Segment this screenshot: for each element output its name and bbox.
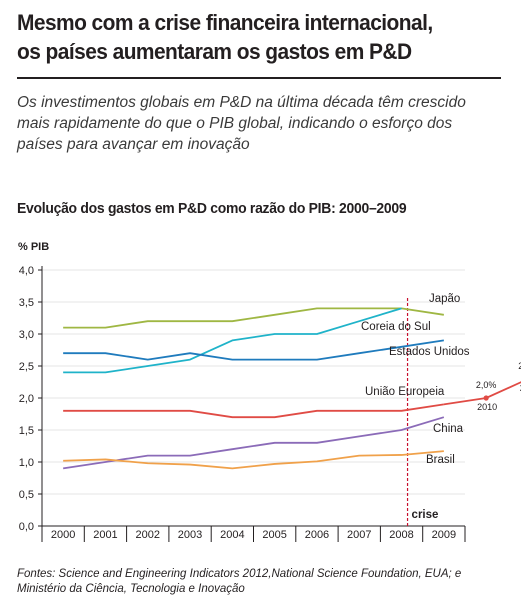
source-prefix: Fontes: — [17, 568, 56, 580]
y-tick-label: 2,0 — [19, 393, 34, 405]
series-line-japao — [63, 307, 444, 329]
y-tick-label: 0,0 — [19, 521, 34, 533]
y-tick-label: 1,0 — [19, 457, 34, 469]
headline-rule — [17, 77, 501, 79]
crisis-marker-label: crise — [412, 509, 439, 521]
series-line-eua — [63, 339, 444, 361]
series-line-coreia — [63, 307, 402, 374]
ue-extension-year-label: 2010 — [477, 402, 497, 412]
y-tick-label: 4,0 — [19, 265, 34, 277]
x-tick-label: 2003 — [178, 529, 202, 541]
x-tick-label: 2004 — [220, 529, 244, 541]
ue-extension-year-label: 2011 — [520, 383, 521, 393]
series-label-coreia: Coreia do Sul — [361, 321, 431, 333]
x-tick-label: 2000 — [51, 529, 75, 541]
x-tick-label: 2006 — [305, 529, 329, 541]
x-tick-label: 2001 — [93, 529, 117, 541]
headline-line-1: Mesmo com a crise financeira internacion… — [17, 10, 433, 35]
ue-extension-value-label: 2,0% — [476, 380, 497, 390]
y-tick-label: 3,5 — [19, 297, 34, 309]
x-tick-label: 2008 — [389, 529, 413, 541]
x-tick-label: 2002 — [136, 529, 160, 541]
series-label-brasil: Brasil — [426, 454, 455, 466]
headline: Mesmo com a crise financeira internacion… — [17, 8, 473, 66]
y-tick-label: 0,5 — [19, 489, 34, 501]
series-line-ue — [63, 403, 444, 419]
series-label-china: China — [433, 423, 464, 435]
series-label-japao: Japão — [429, 293, 460, 305]
x-tick-label: 2007 — [347, 529, 371, 541]
source-note: Fontes: Science and Engineering Indicato… — [17, 567, 497, 597]
y-tick-label: 1,5 — [19, 425, 34, 437]
ue-extension-value-label: 2,3% — [518, 361, 521, 371]
lead-text: Os investimentos globais em P&D na últim… — [17, 94, 466, 153]
y-tick-label: 2,5 — [19, 361, 34, 373]
headline-line-2: os países aumentaram os gastos em P&D — [17, 39, 412, 64]
source-text: Science and Engineering Indicators 2012,… — [17, 568, 462, 595]
y-axis-label: % PIB — [18, 241, 49, 253]
line-chart: % PIB 0,0 0,5 1,0 1,5 2,0 2,5 3,0 3,5 4,0 2000 2001… — [18, 241, 521, 542]
x-tick-label: 2009 — [432, 529, 456, 541]
series-label-eua: Estados Unidos — [389, 346, 470, 358]
y-tick-label: 3,0 — [19, 329, 34, 341]
x-tick-label: 2005 — [262, 529, 286, 541]
ue-extension-point — [483, 395, 489, 401]
chart-title: Evolução dos gastos em P&D como razão do… — [17, 200, 407, 217]
series-label-ue: União Europeia — [365, 386, 445, 398]
series-line-brasil — [63, 450, 444, 470]
series-line-china — [63, 416, 445, 470]
